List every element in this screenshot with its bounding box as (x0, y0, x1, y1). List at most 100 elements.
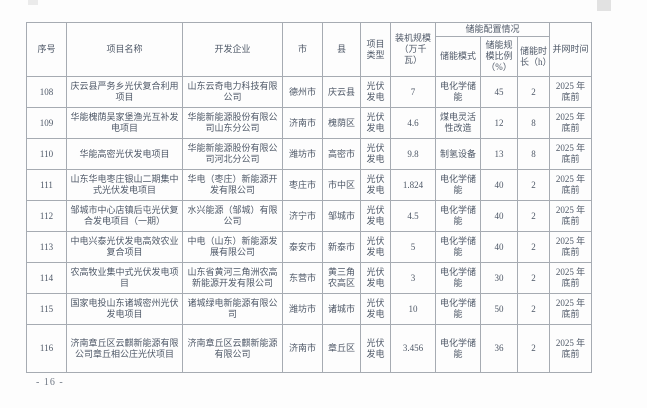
scan-artifact-top-left (28, 0, 38, 5)
table-row: 111 山东华电枣庄银山二期集中式光伏发电项目 华电（枣庄）新能源开发有限公司 枣庄市… (26, 169, 592, 201)
cell-capacity: 4.5 (390, 200, 436, 232)
cell-project-type: 光伏发电 (360, 231, 391, 263)
cell-project-type: 光伏发电 (360, 169, 391, 201)
cell-storage-duration: 2 (517, 231, 550, 263)
cell-city: 东营市 (282, 262, 323, 294)
cell-grid-time: 2025 年底前 (549, 293, 592, 325)
header-no: 序号 (26, 22, 67, 77)
cell-no: 114 (26, 262, 67, 294)
cell-developer: 水兴能源（邹城）有限公司 (182, 200, 283, 232)
cell-county: 槐荫区 (322, 107, 361, 139)
cell-capacity: 3 (390, 262, 436, 294)
cell-city: 德州市 (282, 76, 323, 108)
cell-city: 潍坊市 (282, 138, 323, 170)
header-project-name: 项目名称 (66, 22, 183, 77)
cell-project-name: 济南章丘区云麒新能源有限公司章丘相公庄光伏项目 (66, 324, 183, 373)
cell-project-name: 邹城市中心店镇后屯光伏复合发电项目（一期） (66, 200, 183, 232)
cell-capacity: 1.824 (390, 169, 436, 201)
cell-storage-ratio: 45 (480, 76, 518, 108)
cell-city: 泰安市 (282, 231, 323, 263)
cell-city: 枣庄市 (282, 169, 323, 201)
cell-capacity: 3.456 (390, 324, 436, 373)
cell-developer: 华电（枣庄）新能源开发有限公司 (182, 169, 283, 201)
cell-storage-mode: 电化学储能 (435, 324, 481, 373)
cell-storage-duration: 2 (517, 293, 550, 325)
projects-table: 序号 项目名称 开发企业 市 县 项目类型 装机规模（万千瓦） 储能配置情况 并… (26, 22, 592, 373)
cell-grid-time: 2025 年底前 (549, 169, 592, 201)
cell-grid-time: 2025 年底前 (549, 231, 592, 263)
scan-artifact-top-right (597, 0, 611, 11)
cell-developer: 华能新能源股份有限公司山东分公司 (182, 107, 283, 139)
cell-capacity: 9.8 (390, 138, 436, 170)
header-group-row: 序号 项目名称 开发企业 市 县 项目类型 装机规模（万千瓦） 储能配置情况 并… (26, 22, 592, 77)
cell-no: 112 (26, 200, 67, 232)
header-storage-mode: 储能模式 (435, 36, 481, 77)
page-number: - 16 - (36, 377, 64, 388)
cell-storage-duration: 2 (517, 200, 550, 232)
cell-developer: 诸城绿电新能源有限公司 (182, 293, 283, 325)
cell-storage-mode: 电化学储能 (435, 76, 481, 108)
cell-developer: 华能新能源股份有限公司河北分公司 (182, 138, 283, 170)
cell-storage-mode: 电化学储能 (435, 293, 481, 325)
cell-project-name: 山东华电枣庄银山二期集中式光伏发电项目 (66, 169, 183, 201)
cell-storage-duration: 2 (517, 262, 550, 294)
cell-no: 110 (26, 138, 67, 170)
header-grid-time: 并网时间 (549, 22, 592, 77)
cell-storage-ratio: 36 (480, 324, 518, 373)
cell-project-type: 光伏发电 (360, 107, 391, 139)
cell-grid-time: 2025 年底前 (549, 262, 592, 294)
cell-county: 市中区 (322, 169, 361, 201)
cell-no: 111 (26, 169, 67, 201)
cell-project-type: 光伏发电 (360, 324, 391, 373)
cell-storage-duration: 2 (517, 324, 550, 373)
cell-county: 庆云县 (322, 76, 361, 108)
cell-county: 邹城市 (322, 200, 361, 232)
cell-city: 济南市 (282, 107, 323, 139)
cell-project-type: 光伏发电 (360, 76, 391, 108)
cell-storage-ratio: 40 (480, 169, 518, 201)
cell-project-type: 光伏发电 (360, 293, 391, 325)
header-capacity: 装机规模（万千瓦） (390, 22, 436, 77)
table-header: 序号 项目名称 开发企业 市 县 项目类型 装机规模（万千瓦） 储能配置情况 并… (26, 22, 592, 77)
cell-city: 济南市 (282, 324, 323, 373)
table-row: 116 济南章丘区云麒新能源有限公司章丘相公庄光伏项目 济南章丘区云麒新能源有限公司… (26, 324, 592, 373)
header-city: 市 (282, 22, 323, 77)
cell-storage-mode: 煤电灵活性改造 (435, 107, 481, 139)
cell-project-name: 国家电投山东诸城密州光伏发电项目 (66, 293, 183, 325)
cell-storage-duration: 2 (517, 76, 550, 108)
cell-no: 109 (26, 107, 67, 139)
cell-project-name: 庆云县严务乡光伏复合利用项目 (66, 76, 183, 108)
header-county: 县 (322, 22, 361, 77)
cell-storage-mode: 电化学储能 (435, 231, 481, 263)
cell-storage-ratio: 12 (480, 107, 518, 139)
cell-capacity: 4.6 (390, 107, 436, 139)
cell-grid-time: 2025 年底前 (549, 138, 592, 170)
cell-developer: 山东云奇电力科技有限公司 (182, 76, 283, 108)
cell-storage-mode: 电化学储能 (435, 262, 481, 294)
cell-no: 116 (26, 324, 67, 373)
header-label-row: 储能模式 储能规模比例（%） 储能时长（h） (27, 36, 592, 77)
cell-grid-time: 2025 年底前 (549, 324, 592, 373)
header-storage-group: 储能配置情况 (435, 22, 550, 37)
header-storage-duration: 储能时长（h） (517, 36, 550, 77)
table-row: 110 华能高密光伏发电项目 华能新能源股份有限公司河北分公司 潍坊市 高密市 光伏发电 9… (26, 138, 592, 170)
cell-project-name: 中电兴泰光伏发电高效农业复合项目 (66, 231, 183, 263)
cell-project-type: 光伏发电 (360, 138, 391, 170)
cell-project-name: 华能槐荫吴家堡渔光互补发电项目 (66, 107, 183, 139)
cell-storage-duration: 8 (517, 138, 550, 170)
cell-capacity: 5 (390, 231, 436, 263)
cell-city: 潍坊市 (282, 293, 323, 325)
cell-project-name: 农高牧业集中式光伏发电项目 (66, 262, 183, 294)
cell-storage-mode: 制氢设备 (435, 138, 481, 170)
header-storage-ratio: 储能规模比例（%） (480, 36, 518, 77)
cell-county: 高密市 (322, 138, 361, 170)
cell-grid-time: 2025 年底前 (549, 107, 592, 139)
cell-no: 113 (26, 231, 67, 263)
cell-storage-duration: 8 (517, 107, 550, 139)
header-developer: 开发企业 (182, 22, 283, 77)
table-row: 108 庆云县严务乡光伏复合利用项目 山东云奇电力科技有限公司 德州市 庆云县 光伏发电 7… (26, 76, 592, 108)
cell-no: 115 (26, 293, 67, 325)
cell-storage-ratio: 40 (480, 231, 518, 263)
table-row: 114 农高牧业集中式光伏发电项目 山东省黄河三角洲农高新能源开发有限公司 东营市 黄三… (26, 262, 592, 294)
header-project-type: 项目类型 (360, 22, 391, 77)
